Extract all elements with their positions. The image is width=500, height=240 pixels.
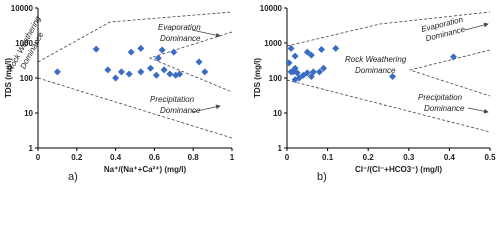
data-point: [53, 68, 61, 76]
x-tick-label: 0.2: [71, 153, 83, 162]
annotation-line: Dominance: [160, 106, 201, 115]
data-point: [320, 64, 328, 72]
panel-label: b): [317, 171, 327, 183]
y-tick-label: 10: [273, 109, 282, 118]
annotation-line: Evaporation: [158, 23, 201, 32]
x-tick-label: 0: [285, 153, 290, 162]
annotation-line: Dominance: [424, 104, 465, 113]
y-axis-title: TDS (mg/l): [4, 58, 13, 98]
annotation-line: Dominance: [160, 34, 201, 43]
x-tick-label: 0.1: [322, 153, 334, 162]
annotation: Rock Weathering Dominance: [345, 55, 408, 75]
data-point: [127, 48, 135, 56]
data-point: [449, 53, 457, 61]
data-point: [176, 70, 184, 78]
x-tick-label: 0.5: [484, 153, 496, 162]
data-point: [125, 70, 133, 78]
figure: Rock Weathering Dominance Evaporation Do…: [4, 4, 496, 183]
y-tick-label: 1: [29, 144, 34, 153]
annotation: Evaporation Dominance: [420, 14, 468, 43]
x-tick-label: 0.4: [444, 153, 456, 162]
y-tick-label: 1000: [264, 39, 282, 48]
x-tick-label: 0.2: [363, 153, 375, 162]
x-tick-label: 0.4: [110, 153, 122, 162]
data-point: [291, 64, 299, 72]
data-point: [137, 44, 145, 52]
boundaries-a: [37, 11, 233, 139]
annotation: Precipitation Dominance: [418, 93, 465, 113]
data-point: [170, 48, 178, 56]
y-tick-label: 100: [20, 74, 34, 83]
data-point: [303, 69, 311, 77]
x-tick-label: 0.6: [149, 153, 161, 162]
data-point: [201, 68, 209, 76]
x-axis-title: Cl⁻/(Cl⁻+HCO3⁻) (mg/l): [355, 165, 442, 174]
x-tick-label: 0.8: [188, 153, 200, 162]
annotations: Rock Weathering Dominance Evaporation Do…: [6, 14, 468, 115]
y-tick-label: 10000: [260, 4, 283, 13]
x-tick-label: 1: [230, 153, 235, 162]
y-tick-label: 1: [278, 144, 283, 153]
data-point: [291, 52, 299, 60]
data-point: [291, 76, 299, 84]
y-tick-label: 10000: [11, 4, 34, 13]
annotation: Evaporation Dominance: [158, 23, 203, 43]
data-point: [287, 44, 295, 52]
data-point: [147, 64, 155, 72]
data-point: [160, 66, 168, 74]
y-tick-label: 100: [269, 74, 283, 83]
annotation-line: Precipitation: [418, 93, 463, 102]
data-point: [154, 54, 162, 62]
data-point: [137, 68, 145, 76]
data-point: [117, 68, 125, 76]
annotation-line: Rock Weathering: [345, 55, 407, 64]
data-point: [315, 68, 323, 76]
annotation-line: Precipitation: [150, 95, 195, 104]
data-point: [285, 59, 293, 67]
data-point: [158, 46, 166, 54]
data-point: [92, 45, 100, 53]
y-tick-label: 1000: [15, 39, 33, 48]
data-point: [309, 68, 317, 76]
data-point: [104, 66, 112, 74]
x-axis-title: Na⁺/(Na⁺+Ca²⁺) (mg/l): [104, 165, 187, 174]
data-point: [389, 73, 397, 81]
annotation: Precipitation Dominance: [150, 95, 201, 115]
data-point: [152, 71, 160, 79]
boundaries-b: [286, 11, 491, 133]
x-tick-label: 0.3: [403, 153, 415, 162]
annotation-line: Dominance: [355, 66, 396, 75]
data-point: [307, 51, 315, 59]
data-point: [303, 48, 311, 56]
data-point: [166, 70, 174, 78]
data-point: [332, 44, 340, 52]
data-point: [112, 74, 120, 82]
y-axis-title: TDS (mg/l): [253, 58, 262, 98]
x-tick-label: 0: [36, 153, 41, 162]
y-tick-label: 10: [24, 109, 33, 118]
panel-label: a): [68, 171, 78, 183]
data-point: [195, 58, 203, 66]
data-point: [318, 46, 326, 54]
